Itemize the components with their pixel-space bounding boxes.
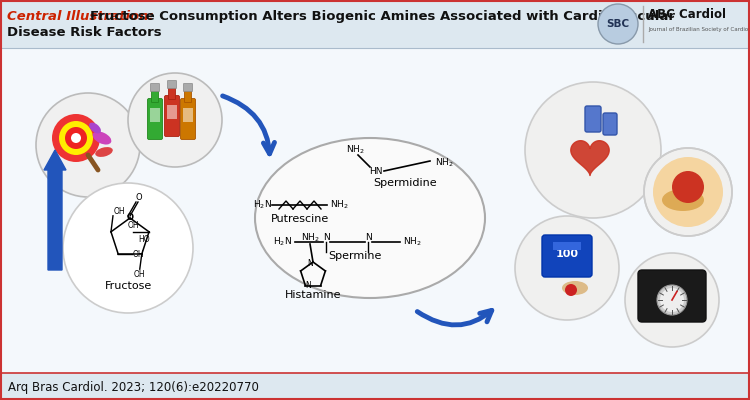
FancyBboxPatch shape (0, 0, 750, 48)
FancyBboxPatch shape (151, 84, 160, 92)
Text: OH: OH (134, 270, 146, 279)
Text: O: O (127, 214, 134, 222)
Text: $\mathregular{NH_2}$: $\mathregular{NH_2}$ (346, 144, 364, 156)
FancyArrow shape (44, 150, 66, 270)
FancyBboxPatch shape (0, 373, 750, 400)
FancyBboxPatch shape (553, 242, 581, 250)
FancyBboxPatch shape (167, 105, 177, 119)
Text: N: N (305, 281, 311, 290)
Text: Arq Bras Cardiol. 2023; 120(6):e20220770: Arq Bras Cardiol. 2023; 120(6):e20220770 (8, 380, 259, 394)
Text: O: O (136, 194, 142, 202)
Text: OH: OH (133, 250, 144, 259)
Ellipse shape (255, 138, 485, 298)
Circle shape (644, 148, 732, 236)
Text: N: N (364, 234, 371, 242)
Ellipse shape (93, 132, 111, 144)
FancyBboxPatch shape (183, 108, 193, 122)
Text: OH: OH (113, 207, 125, 216)
Text: Putrescine: Putrescine (271, 214, 329, 224)
Circle shape (598, 4, 638, 44)
Circle shape (657, 285, 687, 315)
Text: SBC: SBC (607, 19, 629, 29)
FancyBboxPatch shape (184, 84, 193, 92)
FancyBboxPatch shape (638, 270, 706, 322)
Text: HN: HN (369, 166, 382, 176)
Ellipse shape (95, 147, 112, 157)
Text: $\mathregular{H_2N}$: $\mathregular{H_2N}$ (253, 199, 272, 211)
Circle shape (52, 114, 100, 162)
Polygon shape (571, 141, 609, 175)
Circle shape (660, 288, 684, 312)
Text: Spermine: Spermine (328, 251, 382, 261)
FancyBboxPatch shape (164, 96, 179, 136)
Ellipse shape (662, 189, 704, 211)
Circle shape (515, 216, 619, 320)
Circle shape (565, 284, 577, 296)
FancyBboxPatch shape (150, 108, 160, 122)
Text: HO: HO (138, 235, 150, 244)
FancyBboxPatch shape (603, 113, 617, 135)
Circle shape (525, 82, 661, 218)
Text: Fructose: Fructose (104, 281, 152, 291)
Circle shape (63, 183, 193, 313)
FancyBboxPatch shape (181, 98, 196, 140)
Ellipse shape (89, 122, 101, 134)
Circle shape (128, 73, 222, 167)
Text: $\mathregular{NH_2}$: $\mathregular{NH_2}$ (330, 199, 349, 211)
Text: $\mathregular{NH_2}$: $\mathregular{NH_2}$ (301, 232, 320, 244)
Text: $\mathregular{NH_2}$: $\mathregular{NH_2}$ (435, 157, 454, 169)
FancyBboxPatch shape (184, 90, 191, 102)
Text: Spermidine: Spermidine (374, 178, 436, 188)
Text: 100: 100 (556, 249, 578, 259)
Text: ABC Cardiol: ABC Cardiol (648, 8, 726, 20)
Ellipse shape (562, 281, 588, 295)
Text: N: N (308, 260, 313, 268)
Text: Fructose Consumption Alters Biogenic Amines Associated with Cardiovascular: Fructose Consumption Alters Biogenic Ami… (90, 10, 675, 23)
Circle shape (625, 253, 719, 347)
Text: Histamine: Histamine (285, 290, 341, 300)
FancyBboxPatch shape (169, 86, 176, 100)
Circle shape (653, 157, 723, 227)
FancyBboxPatch shape (167, 80, 176, 88)
FancyBboxPatch shape (152, 90, 158, 102)
Text: Journal of Brazilian Society of Cardiology: Journal of Brazilian Society of Cardiolo… (648, 28, 750, 32)
Text: Central Illustration:: Central Illustration: (7, 10, 158, 23)
Text: N: N (322, 234, 329, 242)
FancyBboxPatch shape (148, 98, 163, 140)
Circle shape (59, 121, 93, 155)
FancyBboxPatch shape (0, 48, 750, 373)
Circle shape (65, 127, 87, 149)
Text: Disease Risk Factors: Disease Risk Factors (7, 26, 162, 39)
Circle shape (672, 171, 704, 203)
Circle shape (71, 133, 81, 143)
Text: OH: OH (128, 221, 139, 230)
Text: $\mathregular{H_2N}$: $\mathregular{H_2N}$ (273, 236, 292, 248)
Circle shape (36, 93, 140, 197)
FancyBboxPatch shape (542, 235, 592, 277)
Text: $\mathregular{NH_2}$: $\mathregular{NH_2}$ (403, 236, 422, 248)
FancyBboxPatch shape (585, 106, 601, 132)
